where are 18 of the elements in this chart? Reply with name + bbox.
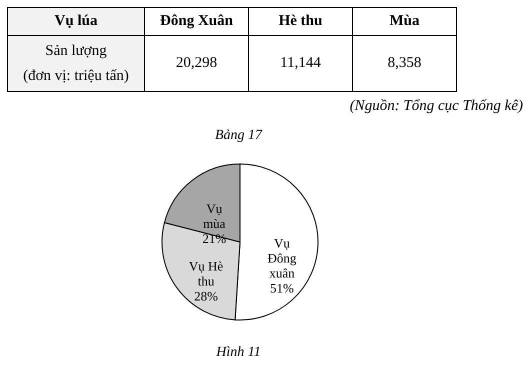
text: Mùa: [352, 8, 456, 36]
slice-label: Vụ Đông xuân: [268, 235, 297, 280]
text: Đông Xuân: [144, 8, 248, 36]
text: Bảng 17: [214, 128, 264, 144]
text: 20,298: [144, 36, 248, 92]
slice-label: Vụ mùa: [203, 200, 226, 231]
text: (đơn vị: triệu tấn): [23, 68, 129, 84]
text: Hè thu: [248, 8, 352, 36]
slice-label: Vụ Hè thu: [188, 258, 224, 289]
data-label: 28%: [194, 288, 218, 304]
text: (Nguồn: Tổng cục Thống kê): [350, 98, 523, 115]
text: Hình 11: [215, 345, 262, 361]
text: 8,358: [352, 36, 456, 92]
text: Sản lượng: [45, 42, 107, 58]
text: Vụ lúa: [8, 8, 144, 36]
data-label: 51%: [270, 280, 294, 296]
data-label: 21%: [202, 230, 226, 246]
text: 11,144: [248, 36, 352, 92]
